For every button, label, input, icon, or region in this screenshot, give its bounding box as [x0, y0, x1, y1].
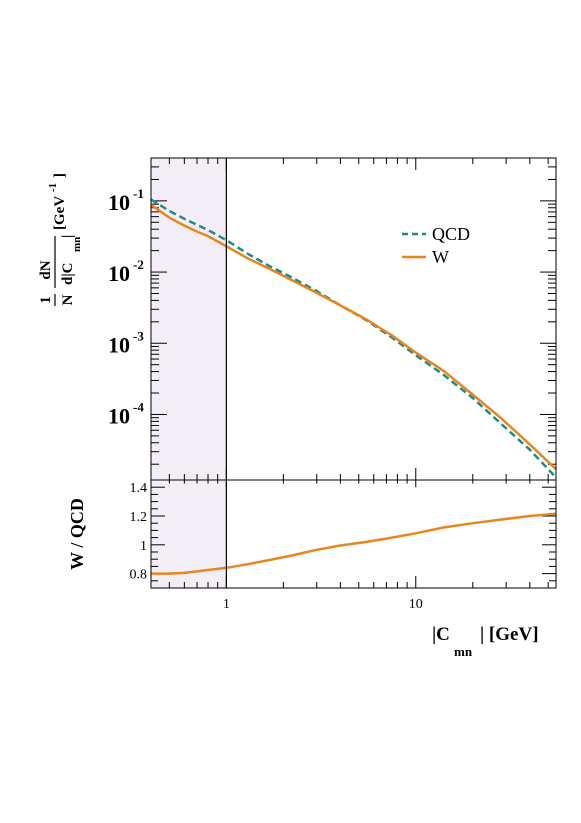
ratio-y-tick-label: 1	[140, 539, 147, 554]
ylabel-frac-den: N	[60, 294, 76, 305]
main-series-group	[150, 198, 557, 479]
main-y-axis-label: 1 N dN d|C mn | [GeV -1 ]	[38, 173, 83, 306]
ratio-y-tick-label: 0.8	[130, 568, 148, 583]
ratio-axis-ticks	[150, 479, 556, 589]
ylabel-unit-close: ]	[52, 173, 68, 178]
ratio-y-tick-labels: 0.8 1 1.2 1.4	[130, 481, 148, 582]
ratio-panel: 0.8 1 1.2 1.4 1 10 W / QCD |C mn | [GeV]	[67, 479, 557, 659]
main-y-tick-label-exp: -1	[133, 186, 144, 201]
ylabel-frac2-num: dN	[38, 260, 54, 279]
ylabel-den-close: |	[60, 235, 76, 238]
x-axis-label: |C mn | [GeV]	[432, 624, 539, 659]
main-y-tick-label-exp: -4	[133, 399, 144, 414]
ylabel-frac-num: 1	[38, 296, 54, 304]
ratio-line-w	[151, 512, 557, 575]
main-panel: 10-110-210-310-4 QCD W 1 N dN d|C mn | […	[38, 157, 557, 481]
ratio-y-tick-label: 1.2	[130, 510, 148, 525]
series-line-qcd	[150, 198, 557, 479]
xlabel-sub: mn	[454, 644, 473, 659]
ratio-frame	[150, 479, 557, 589]
ratio-series-group	[151, 512, 557, 575]
ylabel-unit-sup: -1	[47, 183, 59, 192]
ratio-x-tick-label: 1	[223, 597, 230, 612]
ylabel-frac2-den: d|C	[60, 263, 76, 285]
legend-qcd-label: QCD	[432, 224, 470, 244]
ratio-x-tick-label: 10	[409, 597, 423, 612]
main-shaded-region	[151, 158, 227, 480]
main-y-tick-label-exp: -2	[133, 257, 144, 272]
main-y-tick-label-base: 10	[108, 190, 130, 215]
legend-w-label: W	[432, 247, 449, 267]
main-y-tick-label-exp: -3	[133, 328, 144, 343]
main-y-tick-label-base: 10	[108, 261, 130, 286]
ratio-y-axis-label: W / QCD	[67, 498, 87, 570]
main-y-tick-labels: 10-110-210-310-4	[108, 186, 144, 429]
legend: QCD W	[402, 224, 470, 267]
xlabel-main: |C	[432, 624, 450, 645]
ratio-x-tick-labels: 1 10	[223, 597, 423, 612]
series-line-w	[150, 203, 557, 471]
main-y-tick-label-base: 10	[108, 403, 130, 428]
ratio-y-tick-label: 1.4	[130, 481, 148, 496]
ylabel-den-sub: mn	[71, 237, 83, 252]
xlabel-close: | [GeV]	[480, 624, 539, 645]
main-y-tick-label-base: 10	[108, 332, 130, 357]
ylabel-unit: [GeV	[52, 196, 68, 230]
